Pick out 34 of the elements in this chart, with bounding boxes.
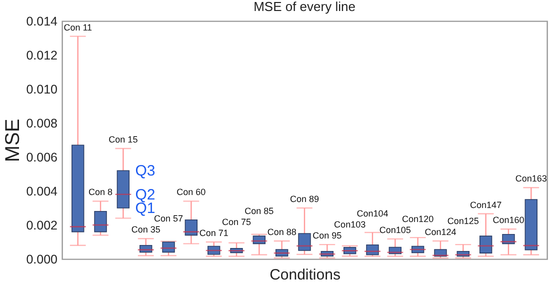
x-tick-label: Con 75 [222,217,252,227]
x-axis-title: Conditions [270,266,340,284]
x-tick-label: Con 35 [131,224,160,235]
x-tick-label: Con160 [492,215,524,226]
x-tick-label: Con 71 [199,228,228,238]
chart-title: MSE of every line [254,0,356,14]
x-tick-label: Con120 [402,214,434,224]
x-tick-label: Con163 [515,174,547,184]
x-tick-label: Con105 [379,224,411,235]
y-tick-label: 0.010 [26,82,58,96]
y-axis-title: MSE [2,118,24,162]
y-tick-label: 0.004 [26,184,58,198]
y-tick-label: 0.008 [26,116,58,130]
x-tick-label: Con 95 [312,230,342,241]
x-tick-label: Con 11 [64,22,92,32]
x-tick-label: Con125 [447,216,479,226]
y-tick-label: 0.000 [26,252,58,266]
x-tick-label: Con103 [334,220,366,230]
y-tick-label: 0.006 [26,150,58,164]
x-tick-label: Con 15 [108,134,138,144]
x-tick-label: Con 89 [290,194,320,204]
x-tick-label: Con147 [470,200,502,210]
x-tick-label: Con 8 [88,187,113,198]
y-tick-label: 0.002 [26,218,58,232]
x-tick-label: Con104 [356,208,388,219]
annotation: Q2 [135,186,156,204]
y-tick-label: 0.012 [26,48,58,62]
x-tick-label: Con 57 [154,214,184,224]
x-tick-label: Con 60 [176,187,206,198]
annotation: Q3 [135,162,156,180]
x-tick-label: Con 88 [267,226,296,237]
x-tick-label: Con 85 [244,206,274,216]
x-tick-label: Con124 [424,226,456,237]
y-tick-label: 0.014 [26,14,58,28]
